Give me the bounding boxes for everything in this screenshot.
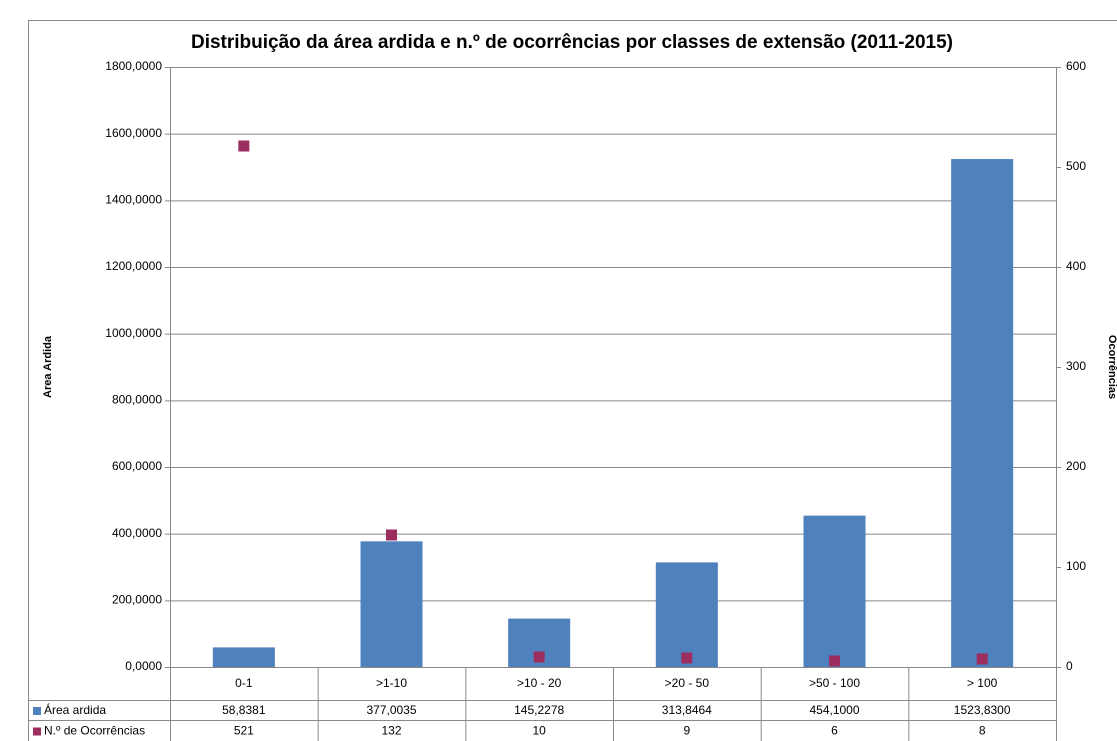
y2-tick-label: 400	[1066, 259, 1086, 273]
chart-title: Distribuição da área ardida e n.º de oco…	[191, 32, 953, 53]
marker	[829, 655, 840, 667]
y-tick-label: 0,0000	[125, 659, 162, 673]
y2-tick-label: 600	[1066, 59, 1086, 73]
bar	[951, 159, 1014, 667]
table-value: 377,0035	[366, 703, 416, 717]
table-value: 313,8464	[662, 703, 712, 717]
y-tick-label: 1400,0000	[105, 193, 162, 207]
y2-tick-label: 500	[1066, 159, 1086, 173]
x-tick-label: >20 - 50	[665, 676, 710, 690]
y-tick-label: 1800,0000	[105, 59, 162, 73]
bar	[803, 515, 866, 667]
y2-tick-label: 0	[1066, 659, 1073, 673]
marker	[976, 653, 988, 665]
y-tick-label: 600,0000	[112, 459, 162, 473]
y2-axis-label: Ocorrências	[1106, 335, 1117, 399]
marker	[238, 140, 250, 152]
bar	[655, 562, 718, 667]
table-value: 454,1000	[809, 703, 859, 717]
x-tick-label: >10 - 20	[517, 676, 562, 690]
x-tick-label: >50 - 100	[809, 676, 860, 690]
table-value: 9	[683, 724, 690, 738]
y2-tick-label: 300	[1066, 359, 1086, 373]
table-value: 521	[234, 724, 254, 738]
y2-tick-label: 100	[1066, 559, 1086, 573]
table-value: 58,8381	[222, 703, 266, 717]
y-tick-label: 1200,0000	[105, 259, 162, 273]
y-tick-label: 400,0000	[112, 526, 162, 540]
y2-tick-label: 200	[1066, 459, 1086, 473]
y-tick-label: 200,0000	[112, 593, 162, 607]
marker	[386, 529, 397, 541]
legend-label: N.º de Ocorrências	[44, 724, 145, 738]
chart-frame	[28, 20, 1117, 741]
x-tick-label: >1-10	[376, 676, 407, 690]
bar	[212, 647, 275, 667]
y-tick-label: 1600,0000	[105, 126, 162, 140]
y-axis-label: Area Ardida	[42, 335, 54, 398]
x-tick-label: 0-1	[235, 676, 253, 690]
marker	[533, 651, 545, 663]
table-value: 1523,8300	[954, 703, 1011, 717]
table-value: 8	[979, 724, 986, 738]
table-value: 145,2278	[514, 703, 564, 717]
x-tick-label: > 100	[967, 676, 998, 690]
table-value: 132	[381, 724, 401, 738]
y-tick-label: 1000,0000	[105, 326, 162, 340]
legend-key	[33, 707, 41, 715]
table-value: 6	[831, 724, 838, 738]
marker	[681, 652, 693, 664]
y-tick-label: 800,0000	[112, 393, 162, 407]
legend-label: Área ardida	[44, 702, 106, 717]
bar	[360, 541, 423, 667]
legend-key	[33, 727, 41, 736]
table-value: 10	[532, 724, 546, 738]
